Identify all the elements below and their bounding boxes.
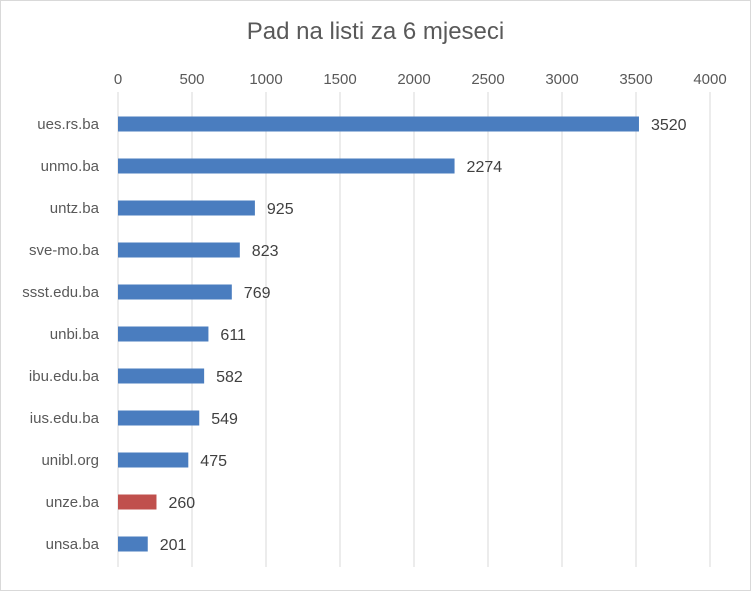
data-label: 582 [216,369,243,386]
bar-unibl.org [118,452,189,468]
category-label: ues.rs.ba [37,116,99,133]
category-label: ssst.edu.ba [22,284,99,301]
x-tick-label: 1000 [249,71,282,88]
bar-ues.rs.ba [118,116,639,132]
bar-unsa.ba [118,536,148,552]
category-labels: ues.rs.ba unmo.ba untz.ba sve-mo.ba ssst.edu… [22,116,99,553]
bar-untz.ba [118,200,255,216]
x-tick-label: 2000 [397,71,430,88]
bar-sve-mo.ba [118,242,240,258]
category-label: ius.edu.ba [30,410,100,427]
data-labels: 3520 2274 925 823 769 611 582 549 475 260 201 [160,117,687,554]
x-tick-label: 4000 [693,71,726,88]
bar-ssst.edu.ba [118,284,232,300]
x-tick-label: 0 [114,71,122,88]
data-label: 201 [160,537,187,554]
bar-ius.edu.ba [118,410,200,426]
data-label: 3520 [651,117,687,134]
category-label: untz.ba [50,200,100,217]
data-label: 260 [168,495,195,512]
category-label: unmo.ba [41,158,100,175]
x-tick-label: 3000 [545,71,578,88]
x-tick-label: 1500 [323,71,356,88]
category-label: unibl.org [41,452,99,469]
bar-unze.ba [118,494,157,510]
data-label: 549 [211,411,238,428]
data-label: 475 [200,453,227,470]
x-tick-label: 2500 [471,71,504,88]
x-tick-labels: 0 500 1000 1500 2000 2500 3000 3500 4000 [114,71,727,88]
category-label: unsa.ba [46,536,100,553]
data-label: 611 [220,327,246,344]
x-tick-label: 500 [179,71,204,88]
bar-ibu.edu.ba [118,368,205,384]
category-label: sve-mo.ba [29,242,100,259]
data-label: 2274 [467,159,503,176]
bars [118,116,639,552]
category-label: unbi.ba [50,326,100,343]
bar-unbi.ba [118,326,209,342]
x-tick-label: 3500 [619,71,652,88]
data-label: 925 [267,201,294,218]
chart-title: Pad na listi za 6 mjeseci [246,18,505,45]
data-label: 769 [244,285,271,302]
category-label: ibu.edu.ba [29,368,100,385]
category-label: unze.ba [46,494,100,511]
bar-unmo.ba [118,158,455,174]
data-label: 823 [252,243,279,260]
